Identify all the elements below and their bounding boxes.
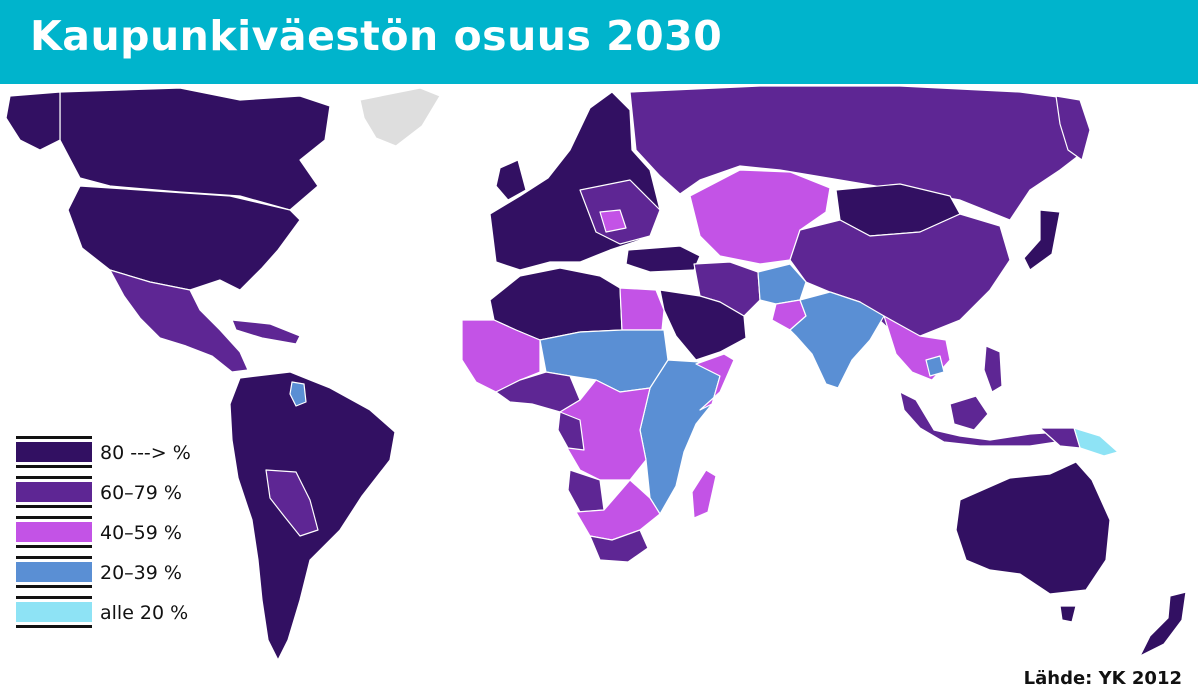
map-title: Kaupunkiväestön osuus 2030 — [30, 12, 723, 60]
region-australia — [955, 461, 1111, 595]
region-madagascar — [691, 469, 717, 519]
source-note: Lähde: YK 2012 — [1023, 668, 1182, 689]
region-bolivia-paraguay — [265, 469, 319, 537]
region-greenland — [359, 87, 441, 147]
region-borneo — [949, 395, 989, 431]
legend-row: 20–39 % — [16, 552, 216, 592]
region-congo — [557, 411, 585, 451]
region-arabian-peninsula — [659, 289, 747, 361]
region-russia — [629, 85, 1087, 221]
title-banner: Kaupunkiväestön osuus 2030 — [0, 0, 1198, 84]
legend-label: 20–39 % — [100, 562, 182, 584]
region-turkey — [625, 245, 701, 273]
legend-swatch — [16, 476, 92, 508]
region-tasmania — [1059, 605, 1077, 623]
region-egypt — [619, 287, 665, 331]
region-papua-new-guinea — [1073, 427, 1119, 457]
region-canada — [59, 87, 331, 211]
region-japan — [1023, 209, 1061, 271]
region-india — [789, 291, 885, 389]
legend-row: alle 20 % — [16, 592, 216, 632]
region-kamchatka — [1055, 95, 1091, 161]
region-moldova — [599, 209, 627, 233]
region-west-africa — [461, 319, 541, 393]
legend-label: 60–79 % — [100, 482, 182, 504]
region-philippines — [983, 345, 1003, 393]
legend-label: alle 20 % — [100, 602, 189, 624]
region-central-africa — [559, 379, 651, 481]
region-guyana — [289, 381, 307, 407]
legend-label: 80 ---> % — [100, 442, 191, 464]
legend-row: 40–59 % — [16, 512, 216, 552]
world-map — [5, 85, 1187, 661]
legend-swatch — [16, 596, 92, 628]
region-somalia — [695, 353, 735, 411]
region-west-papua — [1039, 427, 1081, 449]
region-caribbean — [231, 319, 301, 345]
legend-row: 60–79 % — [16, 472, 216, 512]
region-usa — [67, 185, 301, 291]
legend-row: 80 ---> % — [16, 432, 216, 472]
legend-label: 40–59 % — [100, 522, 182, 544]
legend-swatch — [16, 556, 92, 588]
region-mexico-central-america — [109, 269, 249, 373]
legend-swatch — [16, 436, 92, 468]
region-indonesia — [899, 391, 1071, 447]
legend-swatch — [16, 516, 92, 548]
region-cambodia — [925, 355, 945, 377]
legend: 80 ---> % 60–79 % 40–59 % 20–39 % alle 20 % — [16, 432, 216, 632]
region-new-zealand — [1139, 591, 1187, 657]
region-alaska — [5, 91, 61, 151]
region-south-africa — [589, 529, 649, 563]
region-uk — [495, 159, 527, 201]
